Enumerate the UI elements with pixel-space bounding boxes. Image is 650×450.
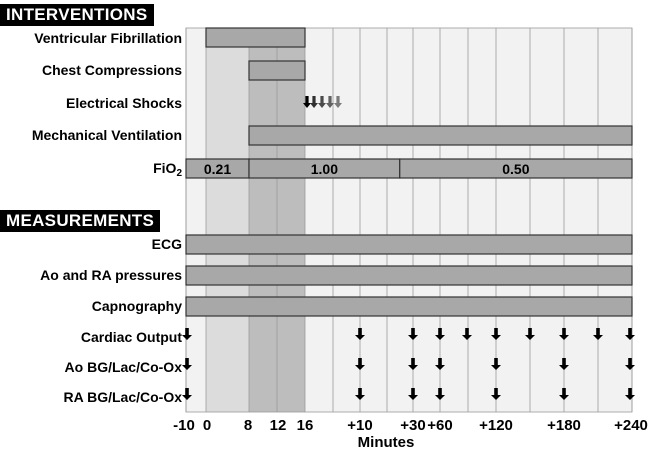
fio2-value-0: 0.21 — [204, 161, 231, 177]
shock-arrow-0 — [303, 96, 311, 108]
sample-arrow-ao-4 — [491, 358, 501, 370]
label-capnography: Capnography — [91, 298, 182, 314]
axis-tick-5: +10 — [347, 417, 372, 434]
fio2-segment-2 — [399, 158, 633, 179]
label-ao-bg: Ao BG/Lac/Co-Ox — [64, 359, 182, 375]
sample-arrow-ra-1 — [355, 388, 365, 400]
label-fio2: FiO2 — [153, 160, 182, 179]
axis-tick-4: 16 — [297, 417, 314, 434]
bar-aora — [185, 265, 633, 286]
sample-arrow-ao-1 — [355, 358, 365, 370]
sample-arrow-ra-4 — [491, 388, 501, 400]
sample-arrow-co-2 — [408, 328, 418, 340]
sample-arrow-co-8 — [593, 328, 603, 340]
axis-title: Minutes — [358, 434, 415, 450]
axis-tick-9: +180 — [547, 417, 581, 434]
sample-arrow-ra-6 — [625, 388, 635, 400]
fio2-value-2: 0.50 — [502, 161, 529, 177]
sample-arrow-ao-0 — [182, 358, 192, 370]
bar-ecg — [185, 234, 633, 255]
axis-tick-6: +30 — [400, 417, 425, 434]
bar-vf — [205, 27, 306, 48]
axis-tick-8: +120 — [479, 417, 513, 434]
shock-arrow-4 — [334, 96, 342, 108]
sample-arrow-co-1 — [355, 328, 365, 340]
axis-tick-1: 0 — [203, 417, 211, 434]
axis-tick-2: 8 — [244, 417, 252, 434]
axis-tick-7: +60 — [427, 417, 452, 434]
fio2-label-main: FiO — [153, 160, 177, 176]
grid-frame — [185, 27, 633, 413]
sample-arrow-co-3 — [435, 328, 445, 340]
label-mechanical-ventilation: Mechanical Ventilation — [31, 127, 182, 143]
label-ra-bg: RA BG/Lac/Co-Ox — [63, 389, 183, 405]
sample-arrow-ra-0 — [182, 388, 192, 400]
interventions-header: INTERVENTIONS — [0, 4, 154, 26]
fio2-value-1: 1.00 — [311, 161, 338, 177]
label-cardiac-output: Cardiac Output — [80, 329, 182, 345]
sample-arrow-ao-2 — [408, 358, 418, 370]
shock-arrow-3 — [326, 96, 334, 108]
sample-arrow-co-6 — [525, 328, 535, 340]
measurements-header: MEASUREMENTS — [0, 210, 161, 232]
sample-arrow-ra-5 — [559, 388, 569, 400]
label-chest-compressions: Chest Compressions — [41, 62, 182, 78]
label-ao-ra-pressures: Ao and RA pressures — [40, 267, 182, 283]
sample-arrow-co-9 — [625, 328, 635, 340]
sample-arrow-ra-2 — [408, 388, 418, 400]
sample-arrow-co-5 — [491, 328, 501, 340]
label-electrical-shocks: Electrical Shocks — [66, 95, 182, 111]
sample-arrow-ao-3 — [435, 358, 445, 370]
sample-arrow-co-4 — [462, 328, 472, 340]
sample-arrow-co-0 — [182, 328, 192, 340]
bar-cc — [248, 60, 306, 81]
label-ecg: ECG — [151, 236, 182, 252]
fio2-label-sub: 2 — [176, 168, 182, 179]
sample-arrow-ao-5 — [559, 358, 569, 370]
axis-tick-3: 12 — [270, 417, 287, 434]
axis-tick-10: +240 — [614, 417, 648, 434]
vf-zone-light — [206, 28, 249, 412]
axis-tick-0: -10 — [173, 417, 195, 434]
shock-arrow-1 — [310, 96, 318, 108]
bar-mv — [248, 125, 633, 146]
sample-arrow-co-7 — [559, 328, 569, 340]
bar-cap — [185, 296, 633, 317]
sample-arrow-ra-3 — [435, 388, 445, 400]
sample-arrow-ao-6 — [625, 358, 635, 370]
label-ventricular-fibrillation: Ventricular Fibrillation — [34, 30, 182, 46]
shock-arrow-2 — [318, 96, 326, 108]
